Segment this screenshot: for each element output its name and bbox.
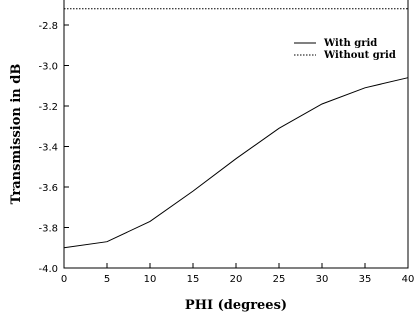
y-tick-label: -3.0 xyxy=(38,62,58,73)
legend: With grid Without grid xyxy=(294,38,396,61)
x-tick-label: 25 xyxy=(273,274,286,285)
x-tick-label: 5 xyxy=(104,274,110,285)
x-tick-label: 20 xyxy=(230,274,243,285)
x-tick-label: 35 xyxy=(359,274,372,285)
x-tick-label: 15 xyxy=(187,274,200,285)
y-tick-label: -3.6 xyxy=(38,183,58,194)
y-tick-label: -2.8 xyxy=(38,21,58,32)
y-tick-label: -3.2 xyxy=(38,102,58,113)
x-tick-label: 30 xyxy=(316,274,329,285)
legend-label-without-grid: Without grid xyxy=(323,50,396,61)
y-tick-label: -4.0 xyxy=(38,264,58,275)
y-tick-label: -3.4 xyxy=(38,143,58,154)
series-line-with-grid xyxy=(63,77,409,249)
x-tick-label: 40 xyxy=(402,274,414,285)
ticks-layer: 0 5 10 15 20 25 30 35 40 -4.0 -3.8 -3.6 -3.4 -3.2 -3.0… xyxy=(38,21,414,285)
legend-label-with-grid: With grid xyxy=(323,38,377,49)
x-tick-label: 0 xyxy=(61,274,67,285)
y-tick-label: -3.8 xyxy=(38,224,58,235)
x-tick-label: 10 xyxy=(144,274,157,285)
x-axis-label: PHI (degrees) xyxy=(185,298,287,313)
series-layer xyxy=(63,8,409,249)
y-axis-label: Transmission in dB xyxy=(9,64,24,205)
